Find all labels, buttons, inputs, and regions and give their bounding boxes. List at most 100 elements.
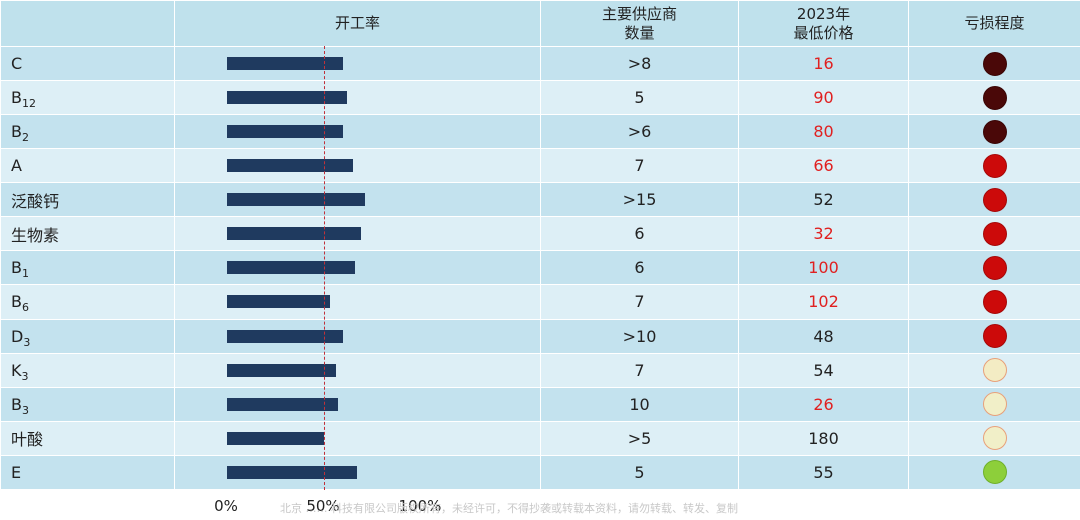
price-value: 90	[813, 88, 834, 108]
utilization-cell	[174, 182, 541, 218]
price-cell: 100	[738, 250, 909, 286]
row-name: B1	[0, 250, 175, 286]
loss-cell	[908, 284, 1080, 320]
utilization-cell	[174, 454, 541, 491]
row-name-text: K	[11, 360, 22, 380]
loss-cell	[908, 250, 1080, 286]
utilization-cell	[174, 284, 541, 320]
table-row: C >8 16	[0, 45, 1080, 82]
loss-cell	[908, 420, 1080, 456]
row-name: D3	[0, 318, 175, 354]
row-name: B12	[0, 80, 175, 116]
row-name-text: E	[11, 462, 22, 482]
price-cell: 180	[738, 420, 909, 456]
price-cell: 16	[738, 45, 909, 82]
loss-indicator-dot	[982, 289, 1007, 314]
loss-indicator-dot	[982, 255, 1007, 280]
table-row: 叶酸 >5 180	[0, 420, 1080, 456]
loss-indicator-dot	[982, 187, 1007, 212]
x-tick-label: 50%	[306, 497, 340, 515]
utilization-bar	[227, 261, 356, 275]
header-suppliers-line2: 数量	[624, 23, 655, 42]
utilization-bar	[227, 431, 324, 445]
row-name: B2	[0, 114, 175, 150]
supplier-count: >15	[540, 182, 739, 218]
utilization-cell	[174, 216, 541, 252]
row-name: K3	[0, 352, 175, 388]
price-value: 180	[808, 428, 839, 448]
loss-cell	[908, 45, 1080, 82]
utilization-bar	[227, 329, 344, 343]
row-name-subscript: 3	[23, 335, 31, 349]
table-row: B12 5 90	[0, 80, 1080, 116]
utilization-bar	[227, 91, 348, 105]
utilization-cell	[174, 148, 541, 184]
loss-indicator-dot	[982, 358, 1007, 383]
vitamin-table: 开工率 主要供应商 数量 2023年 最低价格 亏损程度 C >8 16 B12 5 90…	[0, 0, 1080, 491]
row-name-text: 叶酸	[11, 430, 44, 450]
loss-indicator-dot	[982, 51, 1007, 76]
price-value: 54	[813, 360, 834, 380]
loss-indicator-dot	[982, 85, 1007, 110]
header-price: 2023年 最低价格	[738, 0, 909, 47]
table-row: 泛酸钙 >15 52	[0, 182, 1080, 218]
loss-cell	[908, 352, 1080, 388]
loss-indicator-dot	[982, 119, 1007, 144]
utilization-bar	[227, 227, 361, 241]
utilization-bar	[227, 193, 365, 207]
price-value: 32	[813, 224, 834, 244]
row-name-text: B	[11, 88, 22, 108]
loss-cell	[908, 80, 1080, 116]
price-cell: 55	[738, 454, 909, 491]
row-name-text: B	[11, 292, 22, 312]
supplier-count: >10	[540, 318, 739, 354]
supplier-count: 7	[540, 148, 739, 184]
price-cell: 54	[738, 352, 909, 388]
row-name: 泛酸钙	[0, 182, 175, 218]
header-row: 开工率 主要供应商 数量 2023年 最低价格 亏损程度	[0, 0, 1080, 47]
header-utilization: 开工率	[174, 0, 541, 47]
row-name: A	[0, 148, 175, 184]
utilization-cell	[174, 386, 541, 422]
table-row: B3 10 26	[0, 386, 1080, 422]
supplier-count: >8	[540, 45, 739, 82]
price-value: 102	[808, 292, 839, 312]
row-name-subscript: 6	[21, 301, 29, 315]
utilization-cell	[174, 318, 541, 354]
loss-indicator-dot	[982, 460, 1007, 485]
price-cell: 32	[738, 216, 909, 252]
utilization-bar	[227, 57, 344, 70]
table-row: B2 >6 80	[0, 114, 1080, 150]
utilization-cell	[174, 352, 541, 388]
price-cell: 52	[738, 182, 909, 218]
loss-indicator-dot	[982, 221, 1007, 246]
utilization-bar	[227, 295, 330, 309]
utilization-cell	[174, 80, 541, 116]
loss-indicator-dot	[982, 392, 1007, 417]
row-name: 生物素	[0, 216, 175, 252]
table-row: 生物素 6 32	[0, 216, 1080, 252]
x-tick-label: 100%	[398, 497, 442, 515]
loss-cell	[908, 386, 1080, 422]
price-value: 16	[813, 54, 834, 74]
header-suppliers: 主要供应商 数量	[540, 0, 739, 47]
price-cell: 48	[738, 318, 909, 354]
row-name-text: A	[11, 156, 22, 176]
supplier-count: 7	[540, 284, 739, 320]
price-value: 55	[813, 462, 834, 482]
row-name-subscript: 3	[21, 369, 29, 383]
price-value: 26	[813, 394, 834, 414]
row-name-text: 生物素	[11, 225, 60, 245]
row-name-text: 泛酸钙	[11, 191, 60, 211]
loss-cell	[908, 318, 1080, 354]
x-axis: 0% 50% 100%	[174, 490, 540, 520]
loss-indicator-dot	[982, 153, 1007, 178]
row-name: B6	[0, 284, 175, 320]
loss-indicator-dot	[982, 324, 1007, 349]
price-cell: 102	[738, 284, 909, 320]
supplier-count: 5	[540, 80, 739, 116]
supplier-count: >5	[540, 420, 739, 456]
x-tick-label: 0%	[214, 497, 238, 515]
supplier-count: 10	[540, 386, 739, 422]
price-value: 48	[813, 326, 834, 346]
